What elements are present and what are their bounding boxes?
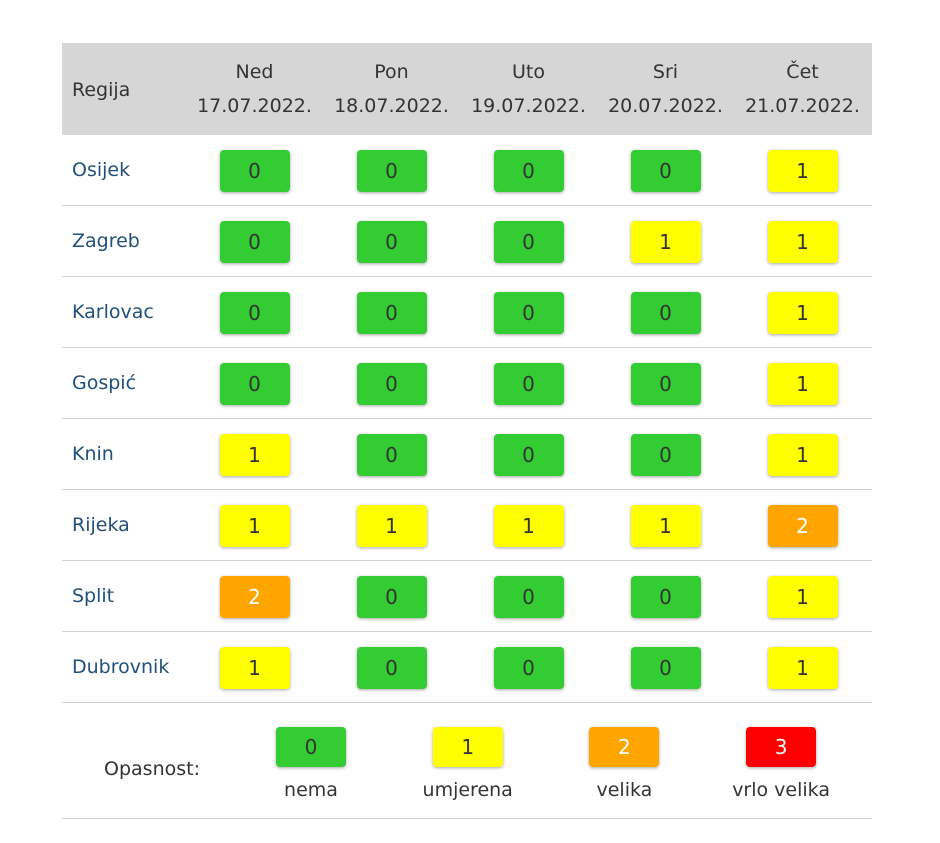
level-badge: 0 — [356, 646, 427, 689]
level-badge: 1 — [630, 220, 701, 263]
header-day: Pon — [374, 61, 409, 83]
level-badge: 2 — [767, 504, 838, 547]
header-date: 19.07.2022. — [471, 95, 586, 117]
region-name: Rijeka — [72, 513, 130, 536]
level-badge: 0 — [630, 291, 701, 334]
row-divider — [62, 702, 872, 703]
region-name: Knin — [72, 442, 114, 465]
level-badge: 1 — [219, 433, 290, 476]
level-badge: 1 — [219, 646, 290, 689]
row-divider — [62, 205, 872, 206]
row-divider — [62, 560, 872, 561]
row-divider — [62, 418, 872, 419]
level-badge: 0 — [493, 291, 564, 334]
level-badge: 2 — [219, 575, 290, 618]
legend-badge: 1 — [432, 727, 503, 767]
level-badge: 1 — [493, 504, 564, 547]
level-badge: 0 — [356, 575, 427, 618]
header-day: Uto — [512, 61, 545, 83]
level-badge: 1 — [630, 504, 701, 547]
row-divider — [62, 276, 872, 277]
level-badge: 0 — [493, 220, 564, 263]
level-badge: 0 — [493, 149, 564, 192]
row-divider — [62, 631, 872, 632]
level-badge: 0 — [493, 362, 564, 405]
level-badge: 1 — [767, 220, 838, 263]
level-badge: 1 — [767, 575, 838, 618]
legend-divider — [62, 818, 872, 819]
level-badge: 0 — [356, 149, 427, 192]
level-badge: 0 — [219, 291, 290, 334]
level-badge: 0 — [356, 433, 427, 476]
level-badge: 1 — [767, 362, 838, 405]
level-badge: 1 — [356, 504, 427, 547]
level-badge: 0 — [630, 149, 701, 192]
legend-label: velika — [596, 779, 653, 801]
region-name: Karlovac — [72, 300, 154, 323]
legend-badge: 2 — [589, 727, 660, 767]
level-badge: 0 — [630, 575, 701, 618]
region-name: Dubrovnik — [72, 655, 170, 678]
header-day: Sri — [652, 61, 679, 83]
header-day: Čet — [786, 61, 819, 83]
header-date: 17.07.2022. — [197, 95, 312, 117]
header-date: 21.07.2022. — [745, 95, 860, 117]
legend-title: Opasnost: — [104, 758, 200, 780]
legend-label: nema — [284, 779, 338, 801]
legend-label: vrlo velika — [732, 779, 830, 801]
region-name: Osijek — [72, 158, 131, 181]
header-date: 18.07.2022. — [334, 95, 449, 117]
level-badge: 0 — [219, 362, 290, 405]
region-name: Zagreb — [72, 229, 140, 252]
level-badge: 1 — [219, 504, 290, 547]
level-badge: 1 — [767, 433, 838, 476]
level-badge: 1 — [767, 149, 838, 192]
level-badge: 1 — [767, 646, 838, 689]
level-badge: 0 — [630, 362, 701, 405]
row-divider — [62, 489, 872, 490]
header-bg — [62, 43, 872, 135]
level-badge: 0 — [630, 433, 701, 476]
region-name: Split — [72, 584, 115, 607]
level-badge: 0 — [356, 220, 427, 263]
header-day: Ned — [235, 61, 274, 83]
header-region: Regija — [72, 79, 131, 101]
level-badge: 0 — [219, 149, 290, 192]
level-badge: 1 — [767, 291, 838, 334]
level-badge: 0 — [493, 646, 564, 689]
level-badge: 0 — [219, 220, 290, 263]
level-badge: 0 — [630, 646, 701, 689]
level-badge: 0 — [493, 575, 564, 618]
level-badge: 0 — [356, 291, 427, 334]
level-badge: 0 — [493, 433, 564, 476]
header-date: 20.07.2022. — [608, 95, 723, 117]
region-name: Gospić — [72, 371, 137, 394]
legend-badge: 0 — [276, 727, 346, 767]
level-badge: 0 — [356, 362, 427, 405]
legend-label: umjerena — [422, 779, 513, 801]
row-divider — [62, 347, 872, 348]
legend-badge: 3 — [746, 727, 817, 767]
